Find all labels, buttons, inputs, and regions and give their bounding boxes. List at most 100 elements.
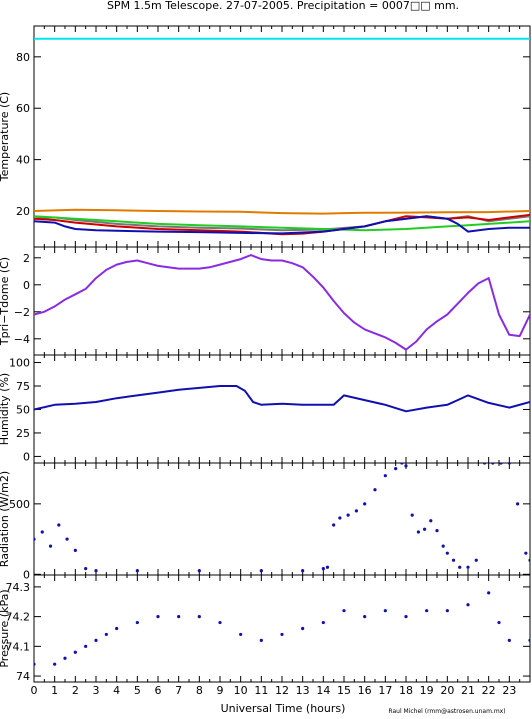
data-point [346,513,350,517]
x-tick-label: 2 [72,684,79,697]
y-tick-label: 0 [23,568,30,581]
x-tick-label: 12 [275,684,289,697]
data-point [404,464,408,468]
x-tick-label: 9 [217,684,224,697]
y-tick-label: 50 [16,403,30,416]
data-point [429,519,433,523]
plot-area [34,254,530,351]
data-point [34,662,36,666]
plot-area [34,463,530,573]
data-point [115,626,119,631]
data-point [332,523,336,527]
data-point [259,638,263,642]
data-point [373,488,377,492]
data-point [40,530,44,534]
data-point [516,502,520,506]
data-point [197,615,201,619]
y-tick-label: 0 [23,450,30,463]
data-point [73,650,77,654]
data-point [73,548,77,552]
y-tick-label: 74.3 [6,581,31,594]
data-point [445,551,449,555]
data-point [280,632,284,637]
y-axis-label: Radiation (W/m2) [0,471,11,567]
panel-frame [33,574,531,683]
data-point [416,530,420,534]
x-tick-label: 5 [134,684,141,697]
y-tick-label: 40 [16,154,30,167]
y-tick-label: 60 [16,102,30,115]
panel-frame [33,462,531,576]
x-tick-label: 17 [378,684,392,697]
data-point [342,609,346,613]
panel-1: 20 40 60 80 Temperature (C) [0,25,531,248]
data-point [65,537,69,541]
data-point [135,620,139,625]
data-point [451,558,456,562]
data-point [445,609,449,613]
data-point [135,569,139,573]
series-line-1 [34,254,530,351]
x-axis: 0 1 2 3 4 5 6 7 8 9 10 11 12 13 14 15 16 17 18 19 20 21 22 23 [31,684,517,697]
x-tick-label: 19 [420,684,434,697]
data-point [491,463,495,465]
data-point [363,615,367,619]
data-point [400,463,404,465]
data-point [423,527,427,531]
y-axis-label: Temperature (C) [0,92,11,182]
x-tick-label: 21 [461,684,475,697]
y-axis-label: Tpri−Tdome (C) [0,257,11,346]
data-point [156,615,160,619]
x-tick-label: 3 [93,684,100,697]
data-point [57,523,61,527]
series-line-5 [34,215,530,232]
y-tick-label: 74.1 [6,640,31,653]
data-point [383,474,387,478]
data-point [53,662,57,666]
data-point [528,558,530,562]
data-point [259,569,263,573]
data-point [507,638,511,642]
x-tick-label: 7 [175,684,182,697]
panels: 20 40 60 80 Temperature (C) −4 −2 0 2 Tpri−Tdome … [0,25,531,683]
y-tick-label: 2 [23,252,30,265]
x-tick-label: 14 [316,684,330,697]
data-point [482,463,487,465]
data-point [48,544,53,548]
y-tick-label: 80 [16,51,30,64]
data-point [321,567,325,571]
credit-text: Raul Michel (rmm@astrosen.unam.mx) [388,708,505,715]
data-point [84,567,88,571]
data-point [239,632,243,637]
x-tick-label: 8 [196,684,203,697]
plot-area [34,591,530,666]
y-tick-label: 74 [16,670,30,683]
data-point [524,551,528,555]
data-point [497,620,501,625]
data-point [404,615,408,619]
data-point [301,626,305,631]
chart-title: SPM 1.5m Telescope. 27-07-2005. Precipit… [107,0,459,12]
data-point [34,537,36,541]
data-point [338,516,342,520]
y-tick-label: −2 [14,306,30,319]
y-tick-label: 25 [16,427,30,440]
x-tick-label: 18 [399,684,413,697]
data-point [474,558,478,562]
data-point [363,502,367,506]
x-tick-label: 11 [254,684,268,697]
x-tick-label: 15 [337,684,351,697]
data-point [487,591,491,595]
series-line-2 [34,208,530,215]
x-tick-label: 13 [296,684,310,697]
data-point [321,620,325,625]
y-tick-label: 74.2 [6,611,31,624]
y-axis-label: Humidity (%) [0,373,11,445]
y-tick-label: 500 [9,498,30,511]
data-point [383,609,387,613]
x-tick-label: 4 [113,684,120,697]
panel-2: −4 −2 0 2 Tpri−Tdome (C) [0,246,531,356]
data-point [197,569,201,573]
